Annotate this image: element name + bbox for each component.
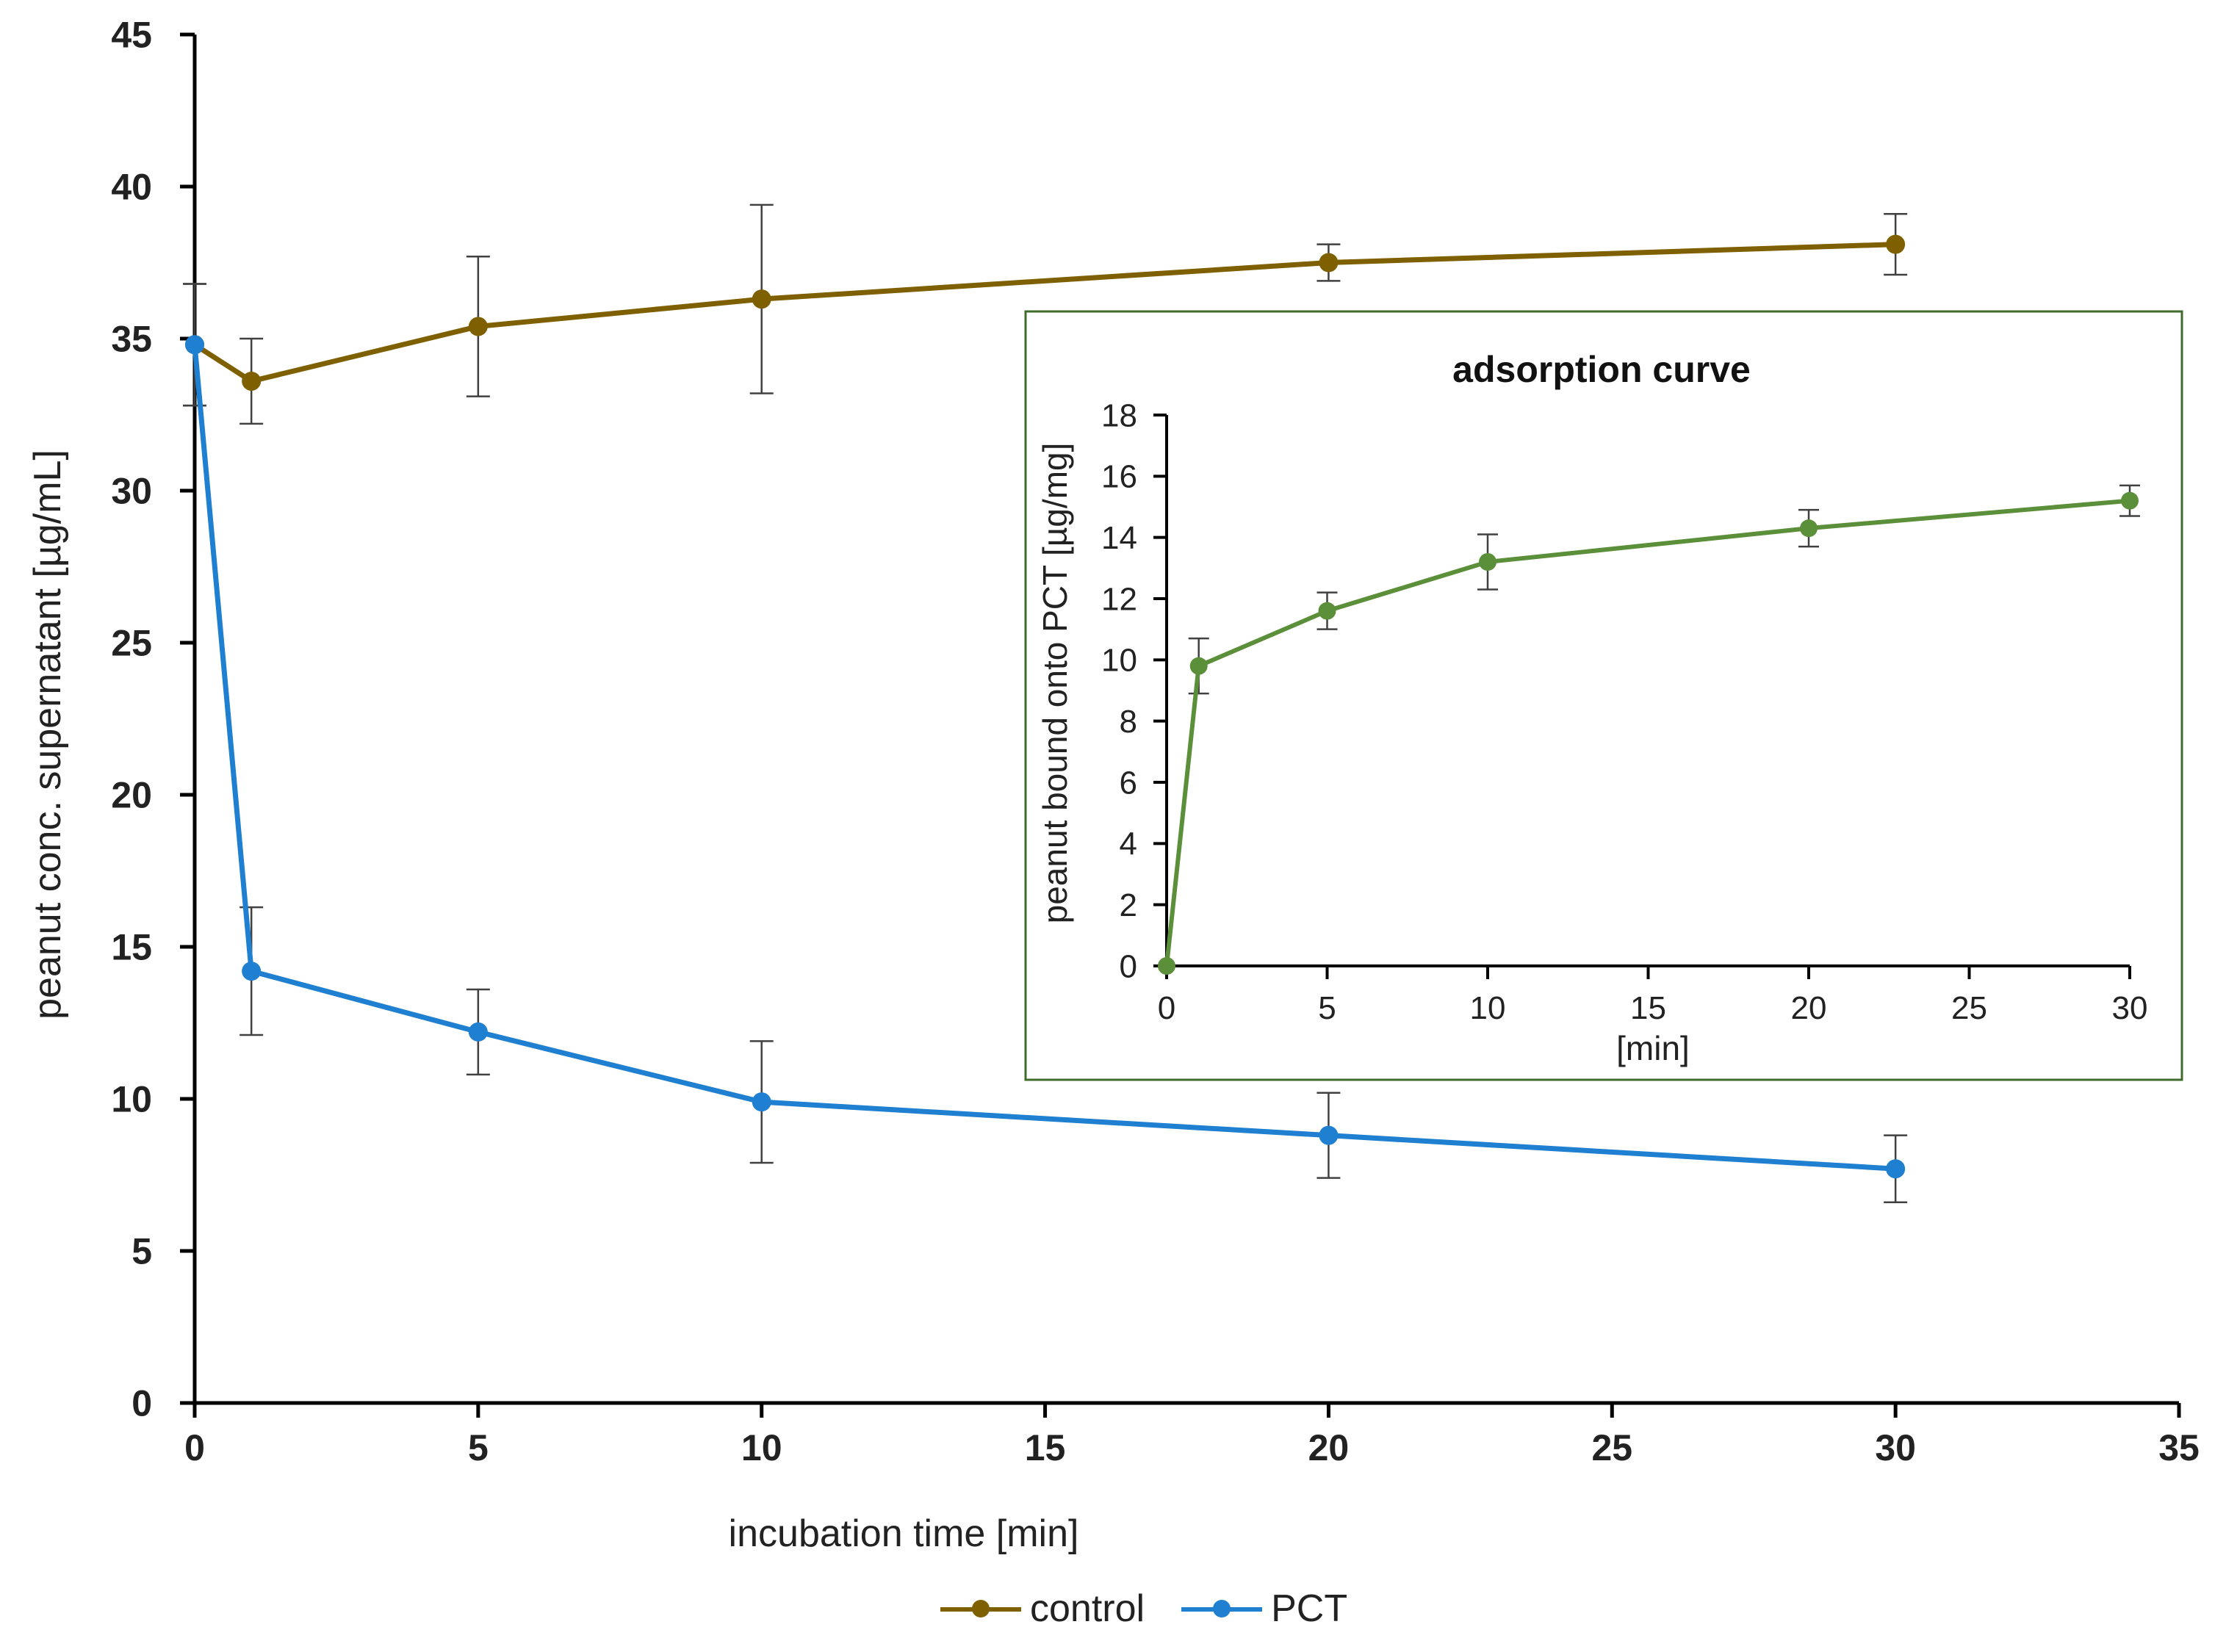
inset-y-axis-label: peanut bound onto PCT [µg/mg]	[1036, 443, 1074, 924]
inset-x-tick-label: 20	[1791, 990, 1827, 1026]
main-x-tick-label: 10	[741, 1427, 782, 1468]
legend-item-control: control	[940, 1587, 1145, 1631]
main-x-tick-label: 35	[2158, 1427, 2200, 1468]
inset-x-axis-label: [min]	[1616, 1029, 1690, 1067]
main-x-tick-label: 25	[1591, 1427, 1632, 1468]
inset-point-0	[1800, 519, 1818, 538]
main-x-tick-label: 30	[1875, 1427, 1916, 1468]
legend-swatch-pct	[1181, 1594, 1263, 1623]
inset-series-line-0	[1164, 498, 2130, 967]
inset-y-tick-label: 6	[1120, 765, 1137, 801]
main-point-0	[752, 289, 771, 309]
main-point-0	[1886, 234, 1906, 254]
main-point-1	[468, 1022, 488, 1042]
inset-x-tick-label: 30	[2112, 990, 2148, 1026]
main-y-tick-label: 35	[111, 319, 152, 360]
inset-y-tick-label: 2	[1120, 887, 1137, 923]
main-y-tick-label: 0	[132, 1383, 152, 1424]
legend: control PCT	[940, 1579, 1347, 1638]
main-y-tick-label: 20	[111, 775, 152, 816]
inset-x-tick-label: 10	[1470, 990, 1506, 1026]
main-x-tick-label: 5	[468, 1427, 489, 1468]
legend-label-control: control	[1030, 1587, 1145, 1630]
inset-x-tick-label: 5	[1318, 990, 1336, 1026]
inset-x-tick-label: 15	[1630, 990, 1666, 1026]
inset-x-tick-label: 25	[1951, 990, 1987, 1026]
main-y-tick-label: 10	[111, 1079, 152, 1120]
main-x-tick-label: 15	[1025, 1427, 1066, 1468]
main-y-tick-label: 40	[111, 167, 152, 208]
inset-y-tick-label: 12	[1101, 581, 1137, 617]
main-point-0	[468, 317, 488, 336]
inset-x-tick-label: 0	[1158, 990, 1175, 1026]
main-y-tick-label: 45	[111, 15, 152, 56]
main-point-1	[242, 962, 262, 981]
main-point-0	[1319, 253, 1339, 273]
inset-y-tick-label: 4	[1120, 826, 1137, 862]
inset-point-0	[2121, 491, 2139, 510]
main-point-1	[752, 1092, 771, 1112]
inset-point-0	[1318, 602, 1336, 620]
legend-swatch-control	[940, 1594, 1021, 1623]
inset-y-tick-label: 18	[1101, 397, 1137, 433]
inset-title: adsorption curve	[1452, 349, 1751, 390]
inset-y-tick-label: 0	[1120, 948, 1137, 984]
legend-label-pct: PCT	[1271, 1587, 1348, 1630]
inset-y-tick-label: 16	[1101, 459, 1137, 495]
main-y-axis-label: peanut conc. supernatant [µg/mL]	[26, 450, 69, 1020]
legend-item-pct: PCT	[1181, 1587, 1347, 1631]
main-point-1	[185, 335, 204, 355]
main-series-line-0	[193, 242, 1896, 384]
main-y-tick-label: 15	[111, 927, 152, 968]
inset-point-0	[1189, 657, 1208, 675]
main-x-tick-label: 0	[184, 1427, 205, 1468]
main-x-axis-label: incubation time [min]	[729, 1512, 1079, 1555]
main-y-tick-label: 5	[132, 1231, 152, 1272]
inset-y-tick-label: 10	[1101, 643, 1137, 679]
main-point-0	[242, 371, 262, 391]
main-series-line-1	[192, 344, 1896, 1172]
main-point-1	[1886, 1159, 1906, 1179]
inset-y-tick-label: 8	[1120, 704, 1137, 740]
main-point-1	[1319, 1125, 1339, 1145]
inset-y-tick-label: 14	[1101, 520, 1137, 556]
inset-point-0	[1158, 957, 1175, 975]
inset-point-0	[1479, 553, 1496, 571]
main-y-tick-label: 25	[111, 623, 152, 664]
inset-frame	[1024, 310, 2183, 1081]
main-y-tick-label: 30	[111, 471, 152, 512]
main-x-tick-label: 20	[1308, 1427, 1350, 1468]
